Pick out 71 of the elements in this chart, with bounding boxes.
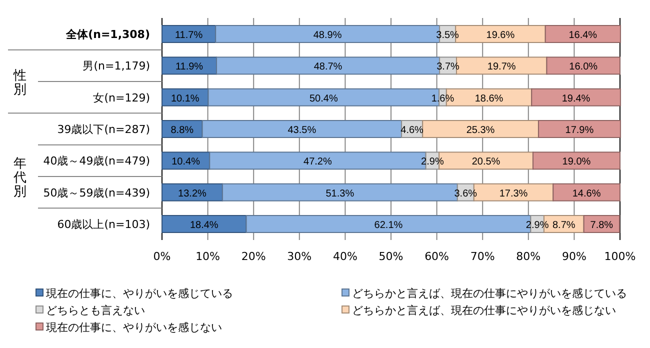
data-label: 4.6% [400, 125, 424, 136]
data-label: 18.6% [474, 93, 504, 104]
data-label: 48.7% [314, 62, 342, 73]
bar [162, 183, 223, 202]
legend-label: どちらかと言えば、現在の仕事にやりがいを感じない [352, 304, 616, 317]
y-tick-label: 女(n=129) [93, 91, 150, 104]
bar [552, 183, 620, 202]
data-label: 47.2% [304, 156, 332, 168]
bar [162, 25, 216, 43]
x-tick-label: 70% [470, 250, 495, 263]
x-tick-label: 20% [241, 250, 266, 263]
data-label: 13.2% [178, 188, 207, 200]
data-label: 3.6% [454, 188, 478, 200]
text: 年代別 [12, 156, 26, 200]
text: 性別 [12, 68, 26, 98]
data-label: 10.4% [172, 156, 200, 168]
y-tick-label: 60歳以上(n=103) [57, 218, 150, 231]
legend-label: どちらかと言えば、現在の仕事にやりがいを感じている [352, 287, 627, 300]
x-tick-label: 40% [332, 250, 358, 263]
legend-label: どちらとも言えない [46, 304, 145, 317]
x-tick-label: 80% [516, 250, 541, 263]
x-tick-label: 50% [378, 250, 404, 263]
data-label: 8.8% [170, 125, 194, 136]
data-label: 19.7% [487, 62, 516, 73]
x-tick-label: 90% [562, 250, 586, 263]
data-label: 3.5% [436, 30, 460, 41]
bar [546, 56, 620, 75]
bar [544, 25, 621, 43]
x-tick-label: 0% [153, 250, 171, 263]
data-label: 19.0% [562, 156, 591, 168]
data-label: 11.7% [174, 30, 203, 41]
y-tick-label: 全体(n=1,308) [65, 28, 150, 41]
data-label: 17.9% [565, 125, 594, 136]
data-label: 62.1% [374, 220, 403, 231]
data-label: 1.6% [431, 93, 454, 104]
data-label: 14.6% [572, 188, 601, 200]
data-label: 51.3% [326, 188, 354, 200]
data-label: 10.1% [170, 93, 200, 104]
data-label: 3.7% [436, 62, 460, 73]
data-label: 11.9% [175, 62, 204, 73]
y-tick-label: 50歳～59歳(n=439) [43, 186, 150, 200]
data-label: 17.3% [499, 188, 528, 200]
data-label: 19.6% [486, 30, 515, 41]
x-tick-label: 60% [424, 250, 450, 263]
data-label: 18.4% [190, 220, 218, 231]
data-label: 48.9% [313, 30, 342, 41]
data-label: 2.9% [421, 156, 444, 168]
data-label: 16.0% [569, 62, 598, 73]
bar [532, 152, 620, 170]
x-tick-label: 10% [196, 250, 220, 263]
x-tick-label: 100% [604, 250, 636, 263]
bar [202, 120, 402, 138]
bar [422, 120, 539, 138]
data-label: 19.4% [562, 93, 590, 104]
y-tick-label: 40歳～49歳(n=479) [43, 154, 150, 168]
legend-label: 現在の仕事に、やりがいを感じない [46, 321, 222, 334]
data-label: 7.8% [590, 220, 614, 231]
data-label: 16.4% [568, 30, 598, 41]
data-label: 2.9% [526, 220, 549, 231]
data-label: 50.4% [309, 93, 338, 104]
data-label: 43.5% [288, 125, 316, 136]
data-label: 20.5% [472, 156, 500, 168]
bar [531, 88, 621, 106]
x-tick-label: 30% [287, 250, 312, 263]
data-label: 25.3% [466, 125, 495, 136]
y-tick-label: 男(n=1,179) [82, 60, 150, 73]
bar [538, 120, 621, 138]
bar [162, 215, 247, 233]
y-tick-label: 39歳以下(n=287) [57, 123, 150, 136]
data-label: 8.7% [552, 220, 576, 231]
legend-label: 現在の仕事に、やりがいを感じている [46, 287, 233, 300]
